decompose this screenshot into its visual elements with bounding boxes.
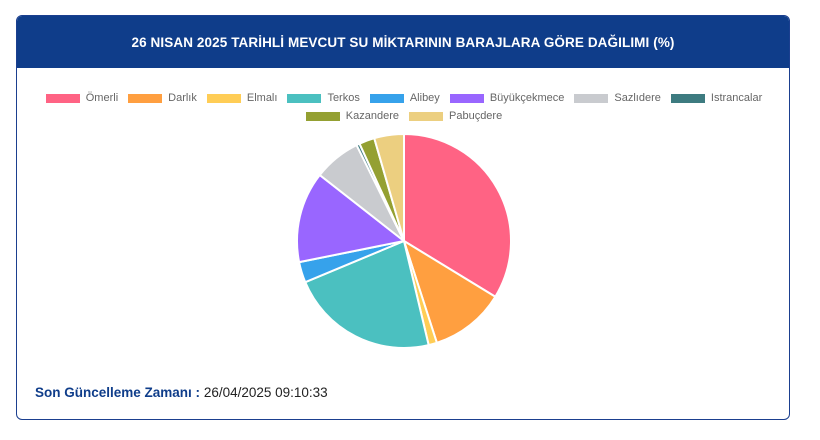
legend-item[interactable]: Kazandere xyxy=(305,110,399,122)
legend-row: Ömerli Darlık Elmalı Terkos Alibey Büyükçekme… xyxy=(17,92,789,104)
legend-swatch xyxy=(409,111,443,121)
legend-swatch xyxy=(206,93,241,103)
legend-item[interactable]: Terkos xyxy=(287,92,360,104)
legend-label: Alibey xyxy=(409,92,440,104)
legend-swatch xyxy=(45,93,80,103)
legend-label: Ömerli xyxy=(85,92,119,104)
pie-slice-darlık[interactable] xyxy=(402,238,497,345)
legend-label: Büyükçekmece xyxy=(489,92,565,104)
legend-swatch xyxy=(305,111,340,121)
legend-label: Sazlıdere xyxy=(614,92,661,104)
last-updated-value: 26/04/2025 09:10:33 xyxy=(203,385,328,400)
legend-item[interactable]: Ömerli xyxy=(45,92,119,104)
last-updated-label: Son Güncelleme Zamanı : xyxy=(35,385,201,400)
legend-swatch xyxy=(670,93,705,103)
legend-item[interactable]: Alibey xyxy=(369,92,440,104)
legend-swatch xyxy=(369,93,404,103)
legend-swatch xyxy=(574,93,609,103)
legend-row: Kazandere Pabuçdere xyxy=(17,110,789,122)
legend-label: Pabuçdere xyxy=(449,110,503,122)
card-header: 26 NISAN 2025 TARİHLİ MEVCUT SU MİKTARIN… xyxy=(17,16,789,68)
chart-title: 26 NISAN 2025 TARİHLİ MEVCUT SU MİKTARIN… xyxy=(131,34,675,50)
legend-label: Kazandere xyxy=(345,110,399,122)
legend-swatch xyxy=(128,93,163,103)
legend-swatch xyxy=(287,93,322,103)
legend-item[interactable]: Istrancalar xyxy=(670,92,763,104)
legend-item[interactable]: Elmalı xyxy=(206,92,278,104)
legend-item[interactable]: Sazlıdere xyxy=(574,92,661,104)
last-updated: Son Güncelleme Zamanı : 26/04/2025 09:10… xyxy=(35,385,328,400)
pie-slice-büyükçekmece[interactable] xyxy=(296,173,407,264)
pie-slice-terkos[interactable] xyxy=(303,239,430,349)
chart-card: 26 NISAN 2025 TARİHLİ MEVCUT SU MİKTARIN… xyxy=(16,15,790,420)
pie-slice-ömerli[interactable] xyxy=(403,132,512,299)
pie-slice-pabuçdere[interactable] xyxy=(373,132,405,242)
legend-label: Terkos xyxy=(327,92,360,104)
legend-label: Istrancalar xyxy=(710,92,763,104)
legend-item[interactable]: Darlık xyxy=(128,92,197,104)
pie-chart xyxy=(296,132,512,349)
legend-label: Darlık xyxy=(168,92,197,104)
legend-label: Elmalı xyxy=(246,92,278,104)
legend-swatch xyxy=(449,93,484,103)
legend-item[interactable]: Büyükçekmece xyxy=(449,92,565,104)
legend-item[interactable]: Pabuçdere xyxy=(409,110,502,122)
chart-legend: Ömerli Darlık Elmalı Terkos Alibey Büyükçekme… xyxy=(17,92,789,122)
